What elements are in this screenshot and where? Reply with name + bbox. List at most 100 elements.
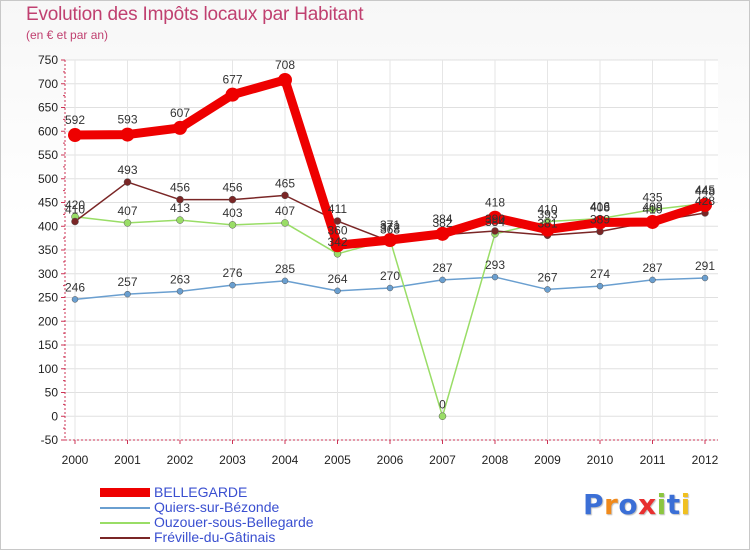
data-label-freville-du-gatinais: 493 <box>117 163 137 177</box>
data-label-quiers-sur-bezonde: 287 <box>642 261 662 275</box>
data-label-bellegarde: 607 <box>170 106 190 120</box>
data-label-quiers-sur-bezonde: 257 <box>117 275 137 289</box>
legend-label: BELLEGARDE <box>154 484 248 500</box>
y-tick-label: 200 <box>38 314 58 328</box>
data-point-quiers-sur-bezonde <box>649 276 656 284</box>
data-point-quiers-sur-bezonde <box>176 288 184 295</box>
data-label-quiers-sur-bezonde: 263 <box>170 272 190 286</box>
data-label-freville-du-gatinais: 389 <box>590 212 610 226</box>
data-point-freville-du-gatinais <box>281 191 289 200</box>
y-tick-label: -50 <box>41 433 59 447</box>
y-tick-label: 450 <box>38 196 58 210</box>
series-points <box>68 72 712 420</box>
logo-letter: i <box>680 488 691 521</box>
legend-item-ouzouer-sous-bellegarde: Ouzouer-sous-Bellegarde <box>100 515 314 530</box>
legend-swatch <box>100 521 150 524</box>
data-label-ouzouer-sous-bellegarde: 384 <box>485 215 505 229</box>
data-label-bellegarde: 708 <box>275 58 295 72</box>
data-point-bellegarde <box>645 214 660 229</box>
data-label-bellegarde: 418 <box>485 196 505 210</box>
data-point-quiers-sur-bezonde <box>334 287 341 295</box>
y-tick-label: 150 <box>38 338 58 352</box>
data-label-quiers-sur-bezonde: 270 <box>380 269 400 283</box>
x-tick-label: 2010 <box>587 453 614 467</box>
data-label-quiers-sur-bezonde: 246 <box>65 280 85 294</box>
y-tick-label: 600 <box>38 124 58 138</box>
y-tick-label: 50 <box>45 386 59 400</box>
data-label-bellegarde: 677 <box>222 73 242 87</box>
data-label-bellegarde: 593 <box>117 113 137 127</box>
data-label-ouzouer-sous-bellegarde: 372 <box>380 221 400 235</box>
data-label-freville-du-gatinais: 390 <box>485 212 505 226</box>
y-tick-label: 750 <box>38 53 58 67</box>
data-point-bellegarde <box>278 72 292 87</box>
data-label-quiers-sur-bezonde: 285 <box>275 262 295 276</box>
y-tick-label: 100 <box>38 362 58 376</box>
data-point-quiers-sur-bezonde <box>71 296 79 303</box>
data-point-ouzouer-sous-bellegarde <box>281 219 289 227</box>
data-label-quiers-sur-bezonde: 274 <box>590 267 610 281</box>
logo-letter: r <box>604 488 619 521</box>
data-label-bellegarde: 384 <box>432 212 452 226</box>
chart-title: Evolution des Impôts locaux par Habitant <box>26 4 364 25</box>
data-label-bellegarde: 592 <box>65 113 85 127</box>
data-point-ouzouer-sous-bellegarde <box>648 205 657 214</box>
y-tick-label: 350 <box>38 243 58 257</box>
chart-subtitle: (en € et par an) <box>26 28 109 42</box>
data-label-bellegarde: 409 <box>642 200 662 214</box>
data-label-quiers-sur-bezonde: 276 <box>222 266 242 280</box>
logo-letter: t <box>666 488 681 521</box>
data-point-quiers-sur-bezonde <box>229 281 236 289</box>
data-point-quiers-sur-bezonde <box>281 277 289 285</box>
legend-label: Quiers-sur-Bézonde <box>154 499 280 515</box>
x-tick-label: 2007 <box>429 453 456 467</box>
logo-letter: i <box>656 488 667 521</box>
data-point-freville-du-gatinais <box>71 217 79 226</box>
data-point-quiers-sur-bezonde <box>544 286 551 293</box>
data-label-ouzouer-sous-bellegarde: 420 <box>65 198 85 212</box>
data-point-freville-du-gatinais <box>333 217 342 225</box>
data-label-freville-du-gatinais: 411 <box>328 202 347 216</box>
data-point-quiers-sur-bezonde <box>491 273 499 281</box>
data-label-quiers-sur-bezonde: 267 <box>537 270 557 284</box>
data-label-freville-du-gatinais: 465 <box>275 176 295 190</box>
legend-item-bellegarde: BELLEGARDE <box>100 485 314 500</box>
data-point-bellegarde <box>68 128 82 143</box>
legend-swatch <box>100 488 150 497</box>
legend-label: Fréville-du-Gâtinais <box>154 529 276 545</box>
data-label-bellegarde: 445 <box>695 183 715 197</box>
grid <box>65 59 718 441</box>
y-tick-label: 650 <box>38 101 58 115</box>
data-point-freville-du-gatinais <box>123 178 132 186</box>
legend-swatch <box>100 536 150 539</box>
data-label-ouzouer-sous-bellegarde: 407 <box>275 204 295 218</box>
data-point-bellegarde <box>173 120 187 135</box>
data-label-freville-du-gatinais: 368 <box>380 222 400 236</box>
data-point-freville-du-gatinais <box>176 195 184 204</box>
data-label-quiers-sur-bezonde: 293 <box>485 258 505 272</box>
data-label-ouzouer-sous-bellegarde: 407 <box>117 204 137 218</box>
x-tick-label: 2004 <box>272 453 299 467</box>
data-label-quiers-sur-bezonde: 287 <box>432 261 452 275</box>
data-labels: 592 593 607 677 708 360 371 384 418 393 408 409 445 2… <box>65 58 715 411</box>
y-tick-label: 400 <box>38 219 58 233</box>
data-label-freville-du-gatinais: 410 <box>642 203 662 217</box>
logo-letter: x <box>638 488 657 521</box>
y-tick-label: 250 <box>38 291 58 305</box>
data-label-ouzouer-sous-bellegarde: 416 <box>590 200 610 214</box>
data-label-bellegarde: 360 <box>327 223 347 237</box>
data-point-bellegarde <box>120 127 135 142</box>
data-label-ouzouer-sous-bellegarde: 448 <box>695 184 715 198</box>
data-point-ouzouer-sous-bellegarde <box>228 221 237 229</box>
legend: BELLEGARDE Quiers-sur-Bézonde Ouzouer-sous… <box>100 485 314 545</box>
logo-letter: P <box>583 488 605 521</box>
data-label-freville-du-gatinais: 382 <box>432 216 452 230</box>
data-point-ouzouer-sous-bellegarde <box>438 412 447 420</box>
data-point-bellegarde <box>435 226 450 241</box>
data-label-ouzouer-sous-bellegarde: 403 <box>222 206 242 220</box>
y-tick-label: 0 <box>51 409 58 423</box>
data-point-bellegarde <box>593 215 607 230</box>
logo-letter: o <box>618 488 639 521</box>
data-label-bellegarde: 371 <box>380 218 400 232</box>
